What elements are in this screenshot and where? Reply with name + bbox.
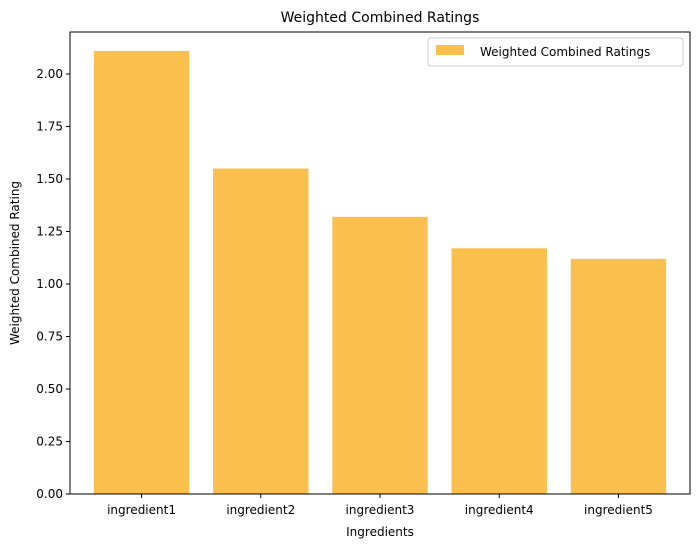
x-tick-label: ingredient3: [346, 503, 415, 517]
legend-swatch: [436, 45, 464, 55]
chart-title: Weighted Combined Ratings: [281, 10, 480, 26]
y-tick-label: 1.50: [36, 172, 63, 186]
y-tick-label: 1.75: [36, 120, 63, 134]
x-tick-label: ingredient2: [226, 503, 295, 517]
y-axis-title: Weighted Combined Rating: [8, 181, 22, 345]
x-axis-title: Ingredients: [346, 525, 414, 539]
x-axis: ingredient1 ingredient2 ingredient3 ingredi…: [107, 494, 653, 517]
bars-group: [93, 50, 667, 495]
bar-ingredient4: [451, 248, 547, 494]
bar-ingredient1: [93, 50, 190, 495]
y-tick-label: 2.00: [36, 67, 63, 81]
y-tick-label: 1.00: [36, 277, 63, 291]
y-tick-label: 0.00: [36, 487, 63, 501]
y-tick-label: 0.75: [36, 330, 63, 344]
bar-ingredient5: [570, 258, 667, 494]
legend: Weighted Combined Ratings: [427, 37, 684, 67]
x-tick-label: ingredient4: [465, 503, 534, 517]
y-tick-label: 0.25: [36, 435, 63, 449]
y-tick-label: 1.25: [36, 225, 63, 239]
bar-ingredient2: [213, 168, 309, 494]
x-tick-label: ingredient1: [107, 503, 176, 517]
legend-label: Weighted Combined Ratings: [480, 45, 650, 59]
y-tick-label: 0.50: [36, 382, 63, 396]
bar-ingredient3: [332, 216, 428, 495]
x-tick-label: ingredient5: [584, 503, 653, 517]
legend-frame: [427, 37, 684, 67]
y-axis: 0.00 0.25 0.50 0.75 1.00 1.25 1.50 1.75 2.00: [36, 67, 70, 501]
